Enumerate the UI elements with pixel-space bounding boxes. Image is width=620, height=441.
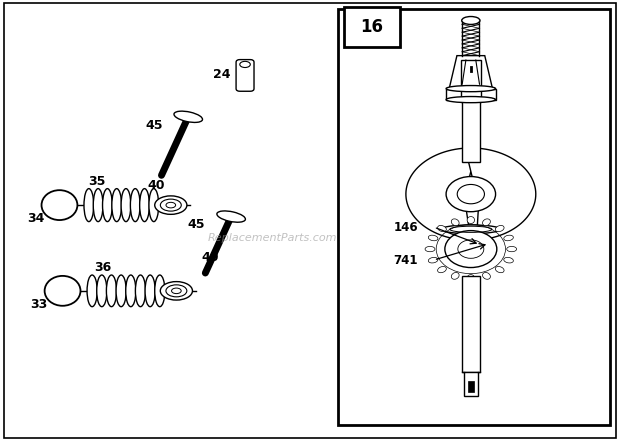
Ellipse shape <box>438 266 446 273</box>
Text: 146: 146 <box>394 220 418 234</box>
Text: 35: 35 <box>88 176 105 188</box>
Bar <box>464 372 477 396</box>
Text: 45: 45 <box>145 120 163 132</box>
Polygon shape <box>449 56 492 89</box>
Bar <box>461 60 480 102</box>
Bar <box>461 276 480 372</box>
Ellipse shape <box>504 258 513 263</box>
Text: 33: 33 <box>30 299 48 311</box>
Bar <box>344 7 400 47</box>
Ellipse shape <box>446 97 495 103</box>
Ellipse shape <box>121 189 131 221</box>
Ellipse shape <box>140 189 149 221</box>
Ellipse shape <box>107 275 117 306</box>
Text: 34: 34 <box>27 212 45 225</box>
Ellipse shape <box>161 282 192 300</box>
Text: 16: 16 <box>360 18 383 36</box>
Ellipse shape <box>462 16 480 24</box>
Bar <box>467 381 474 392</box>
Ellipse shape <box>84 189 94 221</box>
Ellipse shape <box>482 219 490 226</box>
Text: ReplacementParts.com: ReplacementParts.com <box>208 233 338 243</box>
Ellipse shape <box>446 86 495 92</box>
Ellipse shape <box>467 217 474 224</box>
Ellipse shape <box>441 225 500 234</box>
Ellipse shape <box>504 235 513 241</box>
Ellipse shape <box>155 275 165 306</box>
Text: 45: 45 <box>187 217 205 231</box>
Ellipse shape <box>135 275 146 306</box>
Ellipse shape <box>42 190 78 220</box>
Circle shape <box>446 176 495 212</box>
Ellipse shape <box>93 189 103 221</box>
Ellipse shape <box>126 275 136 306</box>
Ellipse shape <box>174 111 203 123</box>
Ellipse shape <box>451 273 459 279</box>
Ellipse shape <box>102 189 112 221</box>
Text: 40: 40 <box>201 251 218 264</box>
Ellipse shape <box>87 275 97 306</box>
Bar <box>446 89 495 100</box>
Bar <box>461 100 480 162</box>
Ellipse shape <box>112 189 122 221</box>
Ellipse shape <box>45 276 81 306</box>
Polygon shape <box>406 148 477 240</box>
Ellipse shape <box>495 225 504 232</box>
Text: 24: 24 <box>213 67 231 81</box>
Ellipse shape <box>149 189 159 221</box>
Ellipse shape <box>425 247 435 252</box>
Ellipse shape <box>130 189 140 221</box>
Ellipse shape <box>155 196 187 214</box>
FancyBboxPatch shape <box>236 60 254 91</box>
Ellipse shape <box>97 275 107 306</box>
Ellipse shape <box>145 275 155 306</box>
Ellipse shape <box>116 275 126 306</box>
Ellipse shape <box>438 225 446 232</box>
Ellipse shape <box>467 275 474 282</box>
Ellipse shape <box>451 219 459 226</box>
Ellipse shape <box>495 266 504 273</box>
Polygon shape <box>465 148 536 240</box>
Ellipse shape <box>240 61 250 67</box>
Ellipse shape <box>482 273 490 279</box>
Ellipse shape <box>217 211 246 222</box>
Bar <box>338 10 610 425</box>
Ellipse shape <box>428 235 438 241</box>
Text: 741: 741 <box>394 254 418 266</box>
Circle shape <box>445 231 497 268</box>
Ellipse shape <box>428 258 438 263</box>
Text: 40: 40 <box>148 179 166 192</box>
Ellipse shape <box>507 247 516 252</box>
Text: 36: 36 <box>94 262 112 274</box>
